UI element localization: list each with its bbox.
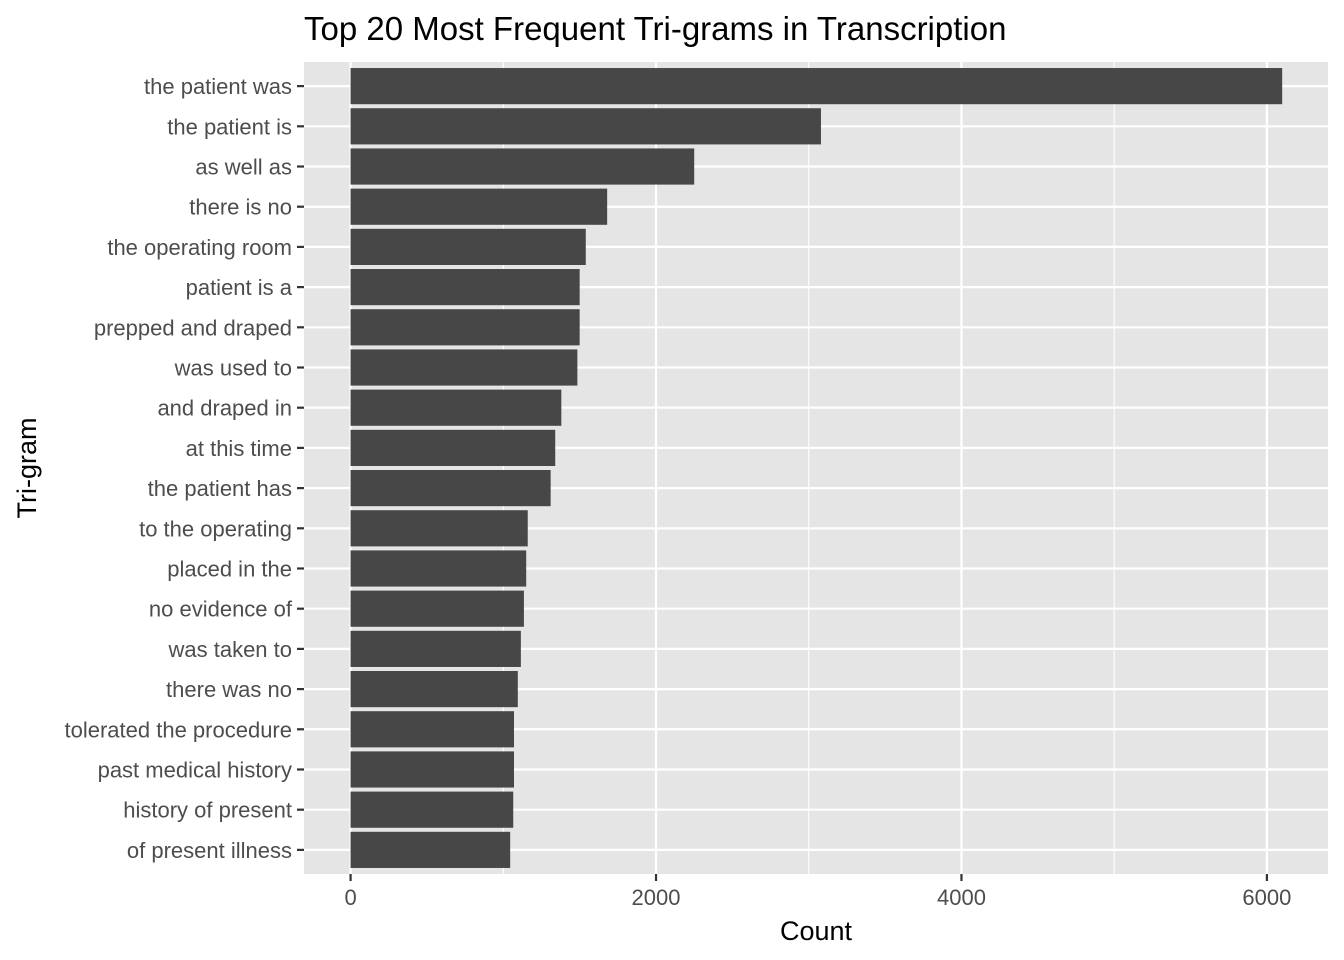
x-tick-label: 6000 (1242, 885, 1291, 910)
y-tick-label: of present illness (127, 838, 292, 863)
chart-title: Top 20 Most Frequent Tri-grams in Transc… (304, 10, 1006, 47)
y-tick-label: was used to (174, 356, 292, 381)
x-axis: 0 2000 4000 6000 (344, 874, 1291, 910)
y-tick-label: the patient is (167, 114, 292, 139)
bar (350, 429, 556, 466)
bar (350, 389, 562, 426)
y-tick-label: tolerated the procedure (65, 717, 293, 742)
y-tick-label: there was no (166, 677, 292, 702)
y-tick-label: as well as (195, 155, 292, 180)
bar (350, 671, 518, 708)
bar (350, 188, 608, 225)
bar (350, 108, 821, 145)
y-tick-label: was taken to (167, 637, 292, 662)
bar (350, 630, 521, 667)
y-axis: the patient was the patient is as well as t… (65, 74, 304, 863)
y-tick-label: at this time (186, 436, 292, 461)
bar (350, 68, 1283, 105)
y-tick-label: prepped and draped (94, 315, 292, 340)
bars (350, 68, 1283, 868)
bar (350, 550, 527, 587)
y-tick-label: the patient was (144, 74, 292, 99)
y-tick-label: past medical history (98, 757, 292, 782)
bar (350, 228, 586, 265)
bar (350, 590, 524, 627)
bar (350, 831, 511, 868)
bar (350, 711, 514, 748)
bar (350, 791, 514, 828)
bar (350, 349, 578, 386)
y-tick-label: patient is a (186, 275, 293, 300)
bar (350, 470, 551, 507)
y-tick-label: and draped in (157, 396, 292, 421)
bar (350, 309, 580, 346)
y-tick-label: the patient has (148, 476, 292, 501)
bar (350, 269, 580, 306)
y-axis-title: Tri-gram (12, 418, 42, 519)
x-tick-label: 4000 (937, 885, 986, 910)
y-tick-label: placed in the (167, 556, 292, 581)
y-tick-label: history of present (123, 798, 292, 823)
x-tick-label: 2000 (632, 885, 681, 910)
x-tick-label: 0 (344, 885, 356, 910)
y-tick-label: the operating room (107, 235, 292, 260)
x-axis-title: Count (780, 916, 853, 946)
y-tick-label: to the operating (139, 516, 292, 541)
y-tick-label: there is no (189, 195, 292, 220)
bar (350, 751, 514, 788)
bar (350, 148, 695, 185)
y-tick-label: no evidence of (149, 597, 293, 622)
bar (350, 510, 528, 547)
